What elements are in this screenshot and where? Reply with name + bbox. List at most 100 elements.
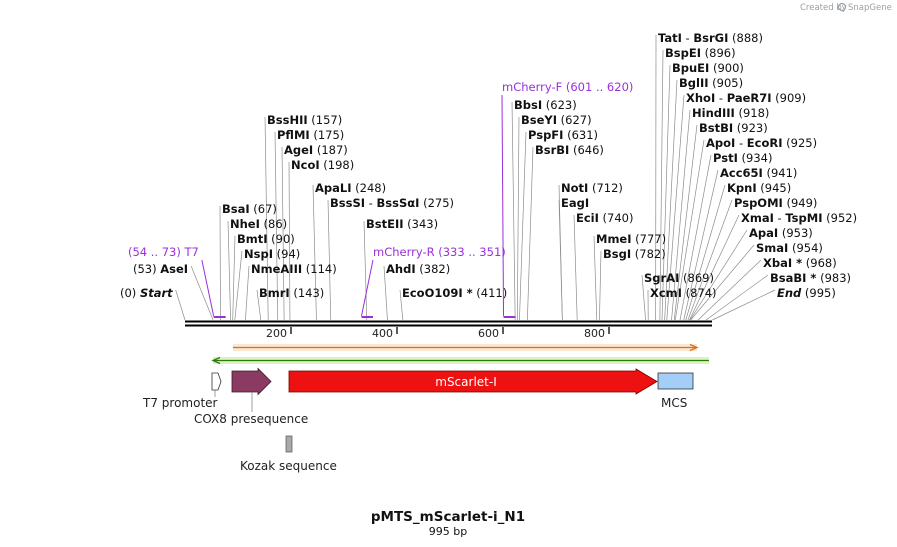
enzyme-label-start[interactable]: (0) Start — [120, 286, 173, 300]
enzyme-label-agei[interactable]: AgeI (187) — [284, 143, 348, 157]
primer-mcherry-f[interactable]: mCherry-F (601 .. 620) — [501, 80, 633, 318]
enzyme-label-bglii[interactable]: BglII (905) — [679, 76, 743, 90]
leader-line — [599, 250, 602, 321]
leader-line — [256, 289, 262, 321]
enzyme-label-kpni[interactable]: KpnI (945) — [727, 181, 791, 195]
enzyme-label-bsrbi[interactable]: BsrBI (646) — [535, 143, 604, 157]
leader-line — [641, 274, 646, 321]
leader-line — [689, 229, 748, 321]
enzyme-label-bsgi[interactable]: BsgI (782) — [603, 247, 666, 261]
feature-t7-promoter[interactable]: T7 promoter — [142, 372, 222, 410]
leader-line — [685, 184, 726, 321]
enzyme-label-ahdi[interactable]: AhdI (382) — [386, 262, 450, 276]
leader-line — [264, 116, 269, 321]
enzyme-label-nmeaiii[interactable]: NmeAIII (114) — [251, 262, 337, 276]
enzyme-label-psti[interactable]: PstI (934) — [713, 151, 772, 165]
enzyme-label-asei[interactable]: (53) AseI — [133, 262, 188, 276]
leader-line — [232, 235, 236, 321]
leader-line — [683, 169, 719, 321]
feature-label-cox8: COX8 presequence — [194, 412, 308, 426]
leader-line — [558, 199, 563, 321]
leader-line — [383, 265, 388, 321]
leader-line — [674, 139, 705, 321]
enzyme-label-bpuei[interactable]: BpuEI (900) — [672, 61, 744, 75]
leader-line — [327, 199, 332, 321]
enzyme-label-bsteii[interactable]: BstEII (343) — [366, 217, 438, 231]
enzyme-label-bseyi[interactable]: BseYI (627) — [521, 113, 592, 127]
enzyme-label-bstbi[interactable]: BstBI (923) — [699, 121, 768, 135]
enzyme-label-bsshii[interactable]: BssHII (157) — [267, 113, 342, 127]
leader-line — [245, 265, 250, 321]
enzyme-label-xcmi[interactable]: XcmI (874) — [650, 286, 717, 300]
leader-line — [516, 116, 520, 321]
ruler: 200 400 600 800 — [266, 327, 610, 340]
feature-cox8-presequence[interactable]: COX8 presequence — [194, 367, 308, 427]
leader-line — [705, 274, 769, 321]
enzyme-label-ncoi[interactable]: NcoI (198) — [291, 158, 354, 172]
enzyme-label-tati[interactable]: TatI - BsrGI (888) — [658, 31, 763, 45]
leader-line — [511, 101, 516, 321]
primer-label: mCherry-R (333 .. 351) — [373, 245, 506, 259]
leader-line — [659, 49, 664, 321]
feature-kozak-sequence[interactable]: Kozak sequence — [240, 435, 337, 473]
enzyme-label-xmai[interactable]: XmaI - TspMI (952) — [741, 211, 857, 225]
enzyme-label-nspi[interactable]: NspI (94) — [244, 247, 300, 261]
enzyme-label-bsai[interactable]: BsaI (67) — [222, 202, 277, 216]
enzyme-label-ecoo109i[interactable]: EcoO109I * (411) — [402, 286, 507, 300]
leader-line — [666, 94, 685, 321]
leader-line — [274, 131, 279, 321]
leader-line — [593, 235, 598, 321]
leader-line — [673, 124, 698, 321]
enzyme-label-end[interactable]: End (995) — [777, 286, 836, 300]
primer-connector — [361, 259, 374, 317]
feature-mscarlet-i[interactable]: mScarlet-I — [288, 368, 658, 395]
enzyme-label-acc65i[interactable]: Acc65I (941) — [720, 166, 797, 180]
feature-label-t7-promoter: T7 promoter — [142, 396, 218, 410]
enzyme-label-bsssi[interactable]: BssSI - BssSαI (275) — [330, 196, 454, 210]
leader-line — [281, 146, 285, 321]
leader-line — [661, 64, 671, 321]
enzyme-label-mmei[interactable]: MmeI (777) — [596, 232, 666, 246]
enzyme-label-pspfi[interactable]: PspFI (631) — [528, 128, 598, 142]
enzyme-label-xhoi[interactable]: XhoI - PaeR7I (909) — [686, 91, 806, 105]
created-by-label: Created by — [800, 3, 847, 13]
enzyme-label-apoi[interactable]: ApoI - EcoRI (925) — [706, 136, 817, 150]
leader-line — [219, 205, 221, 321]
green-range-arrow — [211, 356, 709, 365]
enzyme-label-bbsi[interactable]: BbsI (623) — [514, 98, 577, 112]
enzyme-label-pspomi[interactable]: PspOMI (949) — [734, 196, 817, 210]
primer-mcherry-r[interactable]: mCherry-R (333 .. 351) — [361, 245, 506, 318]
leader-line — [288, 161, 291, 321]
ruler-tick-label: 600 — [478, 327, 499, 340]
leader-line — [679, 154, 712, 321]
ruler-tick-label: 400 — [372, 327, 393, 340]
enzyme-label-xbai[interactable]: XbaI * (968) — [763, 256, 837, 270]
enzyme-label-eagi[interactable]: EagI — [561, 196, 589, 210]
enzyme-label-bmti[interactable]: BmtI (90) — [237, 232, 295, 246]
enzyme-label-bsabi[interactable]: BsaBI * (983) — [770, 271, 851, 285]
leader-line — [399, 289, 404, 321]
feature-mcs[interactable]: MCS — [657, 372, 694, 410]
enzyme-label-ecii[interactable]: EciI (740) — [576, 211, 634, 225]
enzyme-label-noti[interactable]: NotI (712) — [561, 181, 623, 195]
enzyme-label-sgrai[interactable]: SgrAI (869) — [644, 271, 714, 285]
plasmid-length: 995 bp — [429, 525, 467, 538]
primer-connector — [201, 259, 215, 317]
enzyme-label-smai[interactable]: SmaI (954) — [756, 241, 823, 255]
enzyme-label-hindiii[interactable]: HindIII (918) — [692, 106, 769, 120]
enzyme-label-bmri[interactable]: BmrI (143) — [259, 286, 324, 300]
leader-line — [190, 265, 214, 321]
leader-line — [573, 214, 578, 321]
enzyme-label-apai[interactable]: ApaI (953) — [749, 226, 813, 240]
enzyme-label-nhei[interactable]: NheI (86) — [230, 217, 287, 231]
ruler-tick-label: 800 — [584, 327, 605, 340]
enzyme-leader-lines — [175, 34, 776, 321]
primer-t7[interactable]: (54 .. 73) T7 — [128, 245, 226, 318]
enzyme-label-bspei[interactable]: BspEI (896) — [665, 46, 736, 60]
leader-line — [689, 214, 740, 321]
enzyme-label-pflmi[interactable]: PflMI (175) — [277, 128, 344, 142]
enzyme-label-apali[interactable]: ApaLI (248) — [315, 181, 386, 195]
leader-line — [527, 146, 534, 321]
leader-line — [687, 199, 733, 321]
